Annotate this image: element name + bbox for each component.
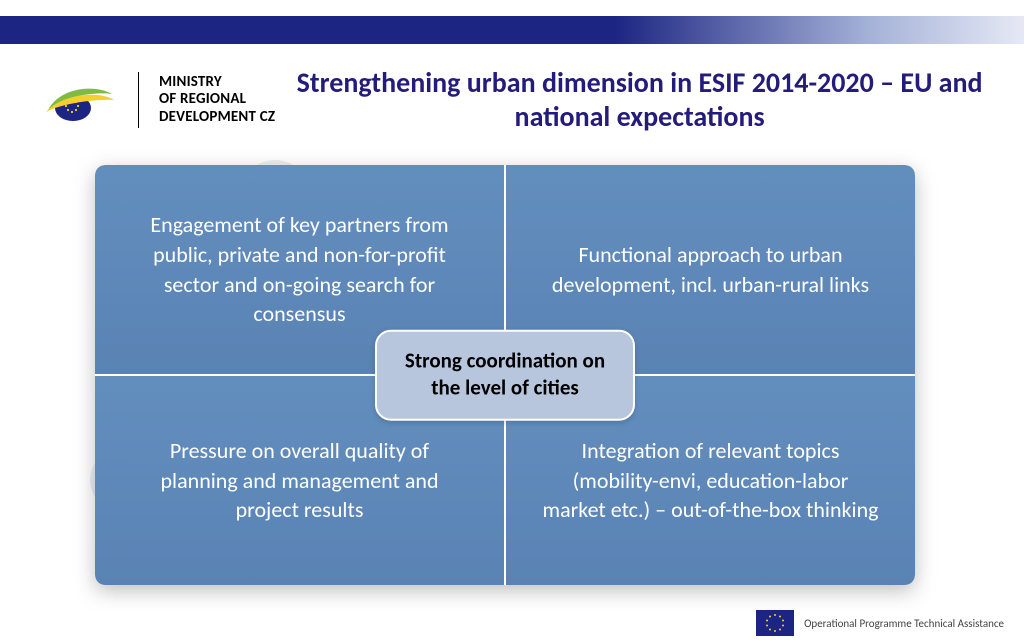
ministry-logo-block: MINISTRY OF REGIONAL DEVELOPMENT CZ: [40, 72, 275, 128]
logo-divider: [138, 72, 139, 128]
quad-text: Pressure on overall quality of planning …: [129, 436, 470, 525]
footer: Operational Programme Technical Assistan…: [756, 610, 1004, 636]
matrix-diagram: Engagement of key partners from public, …: [95, 165, 915, 585]
slide-title: Strengthening urban dimension in ESIF 20…: [275, 66, 994, 133]
center-text: Strong coordination on the level of citi…: [405, 348, 605, 401]
ministry-line: DEVELOPMENT CZ: [159, 109, 275, 126]
quad-text: Integration of relevant topics (mobility…: [540, 436, 881, 525]
matrix-center-box: Strong coordination on the level of citi…: [375, 330, 635, 421]
ministry-name: MINISTRY OF REGIONAL DEVELOPMENT CZ: [159, 74, 275, 126]
ministry-line: OF REGIONAL: [159, 91, 275, 108]
top-color-band: [0, 16, 1024, 44]
eu-flag-icon: [756, 610, 794, 636]
slide: MINISTRY OF REGIONAL DEVELOPMENT CZ Stre…: [0, 0, 1024, 640]
quad-text: Functional approach to urban development…: [540, 240, 881, 299]
quad-text: Engagement of key partners from public, …: [129, 210, 470, 329]
header: MINISTRY OF REGIONAL DEVELOPMENT CZ Stre…: [40, 60, 994, 140]
footer-programme-text: Operational Programme Technical Assistan…: [804, 617, 1004, 630]
ministry-line: MINISTRY: [159, 74, 275, 91]
ministry-logo-icon: [40, 72, 118, 128]
